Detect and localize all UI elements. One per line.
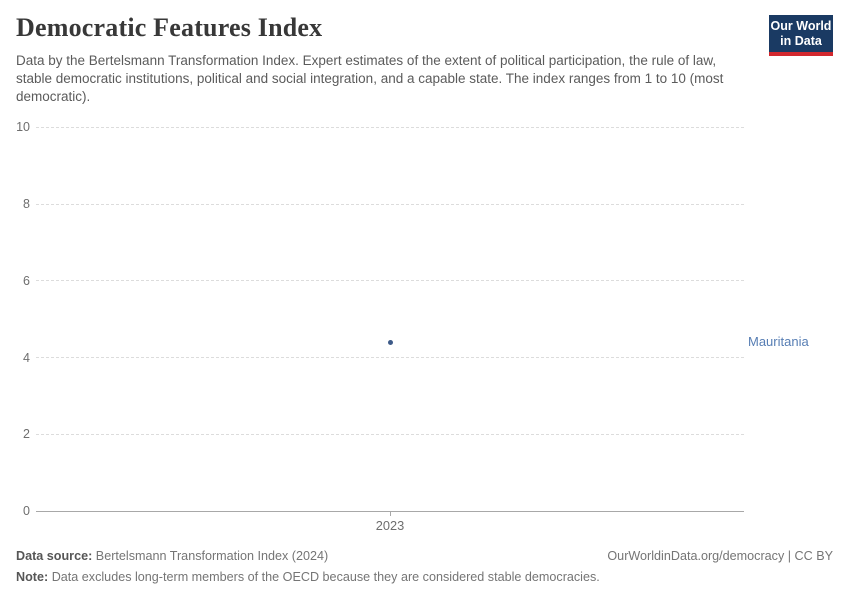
gridline bbox=[36, 126, 744, 128]
footer-note-label: Note: bbox=[16, 570, 49, 584]
data-point[interactable] bbox=[387, 339, 393, 345]
y-tick-label: 4 bbox=[23, 350, 30, 365]
y-tick-label: 10 bbox=[16, 120, 30, 135]
gridline bbox=[36, 203, 744, 205]
series-label[interactable]: Mauritania bbox=[748, 334, 809, 350]
footer-rights-text[interactable]: OurWorldinData.org/democracy | CC BY bbox=[607, 549, 833, 563]
footer-note-value: Data excludes long-term members of the O… bbox=[51, 570, 600, 584]
footer-source-label: Data source: bbox=[16, 549, 93, 563]
chart-title: Democratic Features Index bbox=[16, 13, 323, 42]
gridline bbox=[36, 357, 744, 359]
x-tick-mark bbox=[389, 511, 391, 516]
owid-logo-line1: Our World bbox=[770, 19, 832, 33]
footer-note: Note: Data excludes long-term members of… bbox=[16, 570, 600, 584]
y-tick-label: 0 bbox=[23, 504, 30, 518]
y-tick-label: 2 bbox=[23, 427, 30, 442]
footer-source-value[interactable]: Bertelsmann Transformation Index (2024) bbox=[95, 549, 329, 563]
gridline bbox=[36, 433, 744, 435]
y-tick-label: 8 bbox=[23, 197, 30, 212]
chart-subtitle: Data by the Bertelsmann Transformation I… bbox=[16, 53, 724, 104]
owid-logo[interactable]: Our World in Data bbox=[769, 15, 833, 56]
footer-rights[interactable]: OurWorldinData.org/democracy | CC BY bbox=[607, 549, 833, 563]
y-tick-label: 6 bbox=[23, 273, 30, 288]
gridline bbox=[36, 280, 744, 282]
owid-logo-line2: in Data bbox=[780, 33, 822, 48]
footer-source: Data source: Bertelsmann Transformation … bbox=[16, 549, 328, 563]
x-tick-label: 2023 bbox=[375, 518, 405, 533]
